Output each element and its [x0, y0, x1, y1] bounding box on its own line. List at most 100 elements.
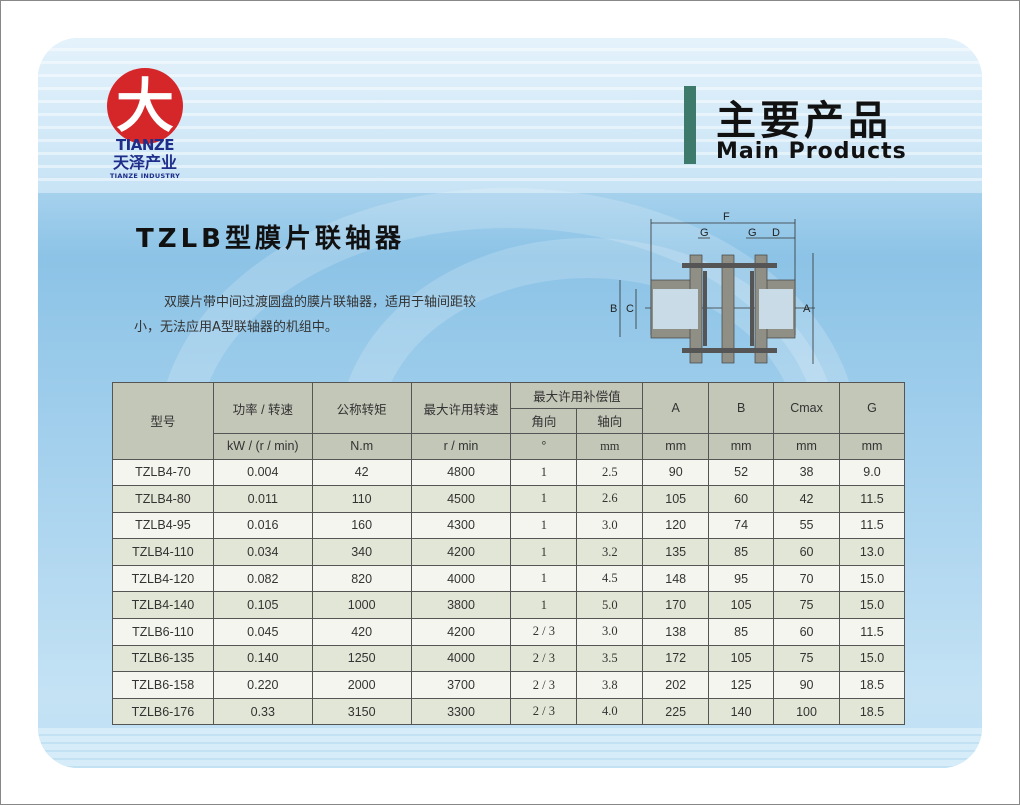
cell-speed: 3800 [410, 591, 512, 620]
cell-b: 140 [708, 697, 775, 726]
header-g: G [839, 382, 905, 434]
cell-a: 105 [642, 485, 710, 513]
cell-cmax: 60 [773, 618, 840, 646]
logo-brand-sub: TIANZE INDUSTRY [109, 172, 181, 180]
cell-angle: 1 [510, 591, 578, 620]
cell-speed: 4300 [410, 511, 512, 540]
table-row: TZLB6-110 0.045 420 4200 2 / 3 3.0 138 85 60 11.5 [112, 618, 905, 646]
cell-torque: 2000 [311, 671, 412, 699]
cell-b: 85 [708, 538, 775, 566]
cell-axial: 4.5 [576, 564, 644, 593]
cell-torque: 1250 [311, 644, 412, 673]
unit-axial: mm [576, 433, 644, 460]
cell-cmax: 75 [773, 591, 840, 620]
cell-torque: 340 [311, 538, 412, 566]
cell-g: 18.5 [839, 697, 905, 726]
logo-brand-en: TIANZE [115, 136, 175, 154]
dim-label-b: B [610, 303, 617, 315]
cell-power: 0.004 [212, 458, 313, 487]
cell-power: 0.045 [212, 618, 313, 646]
cell-speed: 4500 [410, 485, 512, 513]
cell-cmax: 55 [773, 511, 840, 540]
cell-speed: 4200 [410, 538, 512, 566]
cell-a: 138 [642, 618, 710, 646]
cell-power: 0.220 [212, 671, 313, 699]
cell-model: TZLB4-95 [112, 511, 214, 540]
header-b: B [708, 382, 775, 434]
cell-a: 202 [642, 671, 710, 699]
product-title: TZLB型膜片联轴器 [136, 224, 405, 254]
cell-g: 13.0 [839, 538, 905, 566]
table-row: TZLB4-140 0.105 1000 3800 1 5.0 170 105 75 15.0 [112, 591, 905, 620]
header-axial: 轴向 [576, 407, 644, 434]
cell-power: 0.011 [212, 485, 313, 513]
spec-table: 型号 功率 / 转速 公称转矩 最大许用转速 最大许用补偿值 A B Cmax … [112, 382, 905, 726]
unit-g: mm [839, 433, 905, 460]
cell-angle: 1 [510, 485, 578, 513]
cell-g: 11.5 [839, 511, 905, 540]
cell-cmax: 75 [773, 644, 840, 673]
cell-angle: 1 [510, 564, 578, 593]
cell-angle: 2 / 3 [510, 697, 578, 726]
cell-axial: 4.0 [576, 697, 644, 726]
cell-axial: 3.0 [576, 618, 644, 646]
table-row: TZLB6-135 0.140 1250 4000 2 / 3 3.5 172 105 75 15… [112, 644, 905, 673]
cell-a: 135 [642, 538, 710, 566]
header-a: A [642, 382, 710, 434]
table-row: TZLB4-110 0.034 340 4200 1 3.2 135 85 60 13.0 [112, 538, 905, 566]
table-row: TZLB4-70 0.004 42 4800 1 2.5 90 52 38 9.0 [112, 458, 905, 487]
cell-cmax: 60 [773, 538, 840, 566]
cell-a: 172 [642, 644, 710, 673]
cell-a: 120 [642, 511, 710, 540]
unit-angle: ° [510, 433, 578, 460]
cell-power: 0.034 [212, 538, 313, 566]
cell-angle: 1 [510, 511, 578, 540]
cell-model: TZLB4-70 [112, 458, 214, 487]
cell-speed: 3300 [410, 697, 512, 726]
table-row: TZLB4-80 0.011 110 4500 1 2.6 105 60 42 11.5 [112, 485, 905, 513]
cell-power: 0.33 [212, 697, 313, 726]
cell-b: 125 [708, 671, 775, 699]
product-description: 双膜片带中间过渡圆盘的膜片联轴器，适用于轴间距较小，无法应用A型联轴器的机组中。 [134, 295, 477, 335]
header-cmax: Cmax [773, 382, 840, 434]
cell-g: 15.0 [839, 591, 905, 620]
section-title-en: Main Products [716, 139, 907, 164]
header-compensation: 最大许用补偿值 [510, 382, 644, 409]
cell-model: TZLB4-80 [112, 485, 214, 513]
cell-power: 0.082 [212, 564, 313, 593]
header-band [38, 38, 982, 193]
cell-a: 90 [642, 458, 710, 487]
cell-angle: 1 [510, 458, 578, 487]
dim-label-g: G [700, 227, 709, 239]
cell-b: 60 [708, 485, 775, 513]
cell-torque: 110 [311, 485, 412, 513]
table-row: TZLB6-176 0.33 3150 3300 2 / 3 4.0 225 140 100 18… [112, 697, 905, 726]
cell-speed: 4200 [410, 618, 512, 646]
unit-power: kW / (r / min) [212, 433, 313, 460]
footer-band [38, 728, 982, 768]
logo-mark: 大 [107, 68, 183, 144]
cell-speed: 4800 [410, 458, 512, 487]
unit-b: mm [708, 433, 775, 460]
cell-g: 15.0 [839, 644, 905, 673]
cell-g: 15.0 [839, 564, 905, 593]
cell-cmax: 38 [773, 458, 840, 487]
unit-speed: r / min [410, 433, 512, 460]
cell-power: 0.016 [212, 511, 313, 540]
cell-angle: 2 / 3 [510, 644, 578, 673]
cell-speed: 4000 [410, 644, 512, 673]
cell-b: 105 [708, 644, 775, 673]
cell-model: TZLB6-135 [112, 644, 214, 673]
cell-torque: 160 [311, 511, 412, 540]
table-row: TZLB4-95 0.016 160 4300 1 3.0 120 74 55 11.5 [112, 511, 905, 540]
cell-cmax: 42 [773, 485, 840, 513]
dim-label-f: F [723, 211, 730, 223]
cell-a: 170 [642, 591, 710, 620]
cell-torque: 1000 [311, 591, 412, 620]
company-logo: 大 TIANZE 天泽产业 TIANZE INDUSTRY [100, 68, 190, 180]
unit-cmax: mm [773, 433, 840, 460]
cell-torque: 820 [311, 564, 412, 593]
cell-axial: 3.0 [576, 511, 644, 540]
dim-label-d: D [772, 227, 780, 239]
cell-axial: 3.5 [576, 644, 644, 673]
